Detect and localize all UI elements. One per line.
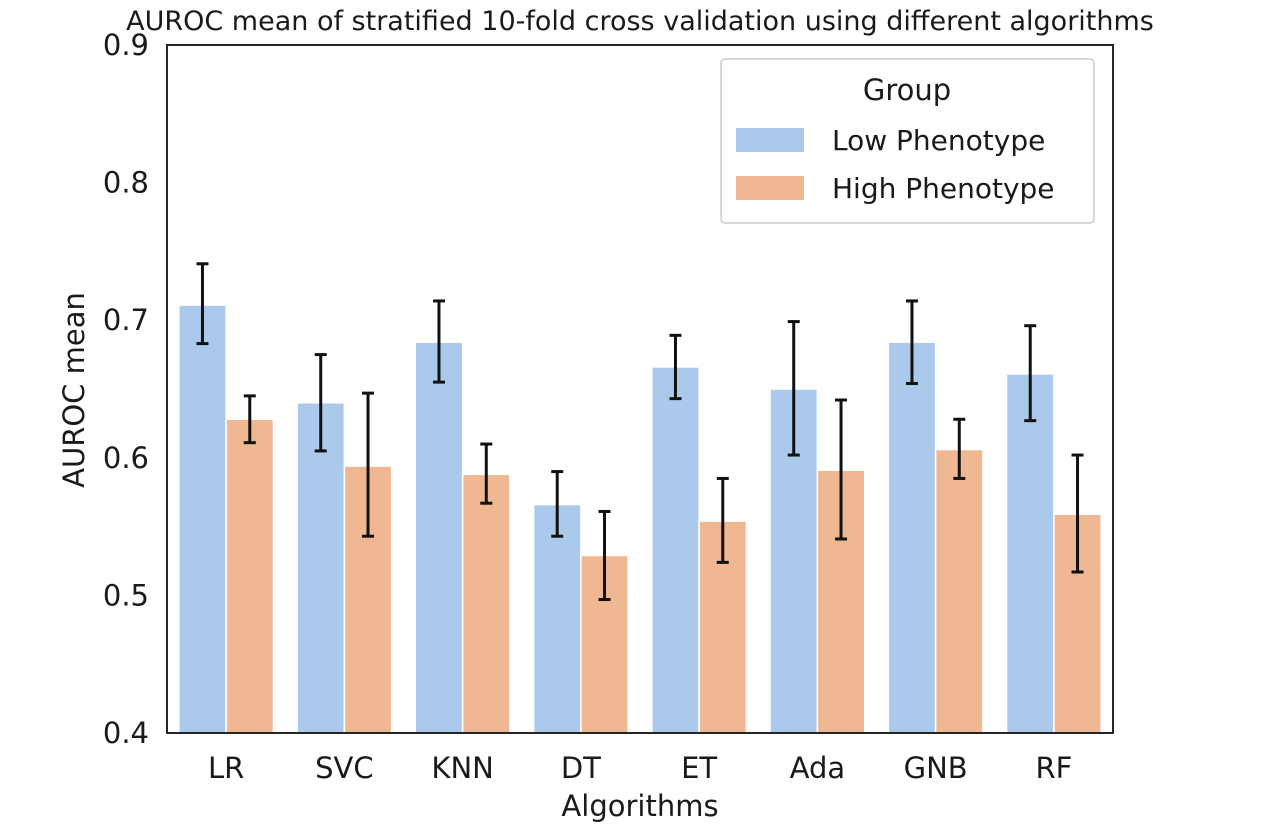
y-axis-label: AUROC mean: [57, 292, 91, 488]
error-bar-ada-series-2: [835, 398, 848, 541]
y-tick-label: 0.8: [103, 166, 149, 200]
legend-title: Group: [863, 73, 951, 107]
x-tick-label-rf: RF: [1035, 751, 1072, 785]
error-bar-svc-series-2: [362, 391, 375, 538]
x-tick-label-gnb: GNB: [904, 751, 968, 785]
legend-swatch-1: [736, 128, 804, 152]
error-bar-knn-series-2: [480, 442, 493, 505]
x-tick-label-ada: Ada: [790, 751, 846, 785]
x-tick-label-knn: KNN: [431, 751, 493, 785]
error-bar-rf-series-1: [1024, 324, 1037, 423]
y-tick-label: 0.7: [103, 303, 149, 337]
bar-rf-series-1: [1005, 373, 1055, 734]
x-tick-label-dt: DT: [561, 751, 601, 785]
legend-swatch-2: [736, 176, 804, 200]
error-bar-et-series-1: [669, 333, 682, 401]
x-tick-label-et: ET: [681, 751, 717, 785]
error-bar-lr-series-2: [243, 394, 256, 445]
chart-title: AUROC mean of stratified 10-fold cross v…: [126, 6, 1154, 37]
bar-gnb-series-1: [887, 341, 937, 734]
x-tick-label-lr: LR: [208, 751, 244, 785]
error-bar-rf-series-2: [1071, 453, 1084, 574]
error-bar-svc-series-1: [314, 353, 327, 453]
error-bar-gnb-series-1: [905, 299, 918, 385]
error-bar-dt-series-2: [598, 509, 611, 602]
legend: Group Low Phenotype High Phenotype: [720, 58, 1095, 224]
legend-frame: [720, 58, 1095, 224]
error-bar-ada-series-1: [787, 320, 800, 457]
error-bar-dt-series-1: [551, 470, 564, 538]
bar-gnb-series-2: [934, 448, 984, 734]
error-bar-gnb-series-2: [953, 417, 966, 480]
legend-label-1: Low Phenotype: [832, 124, 1045, 157]
bar-et-series-1: [651, 366, 700, 734]
x-axis-label: Algorithms: [561, 789, 718, 823]
bar-dt-series-1: [532, 503, 582, 734]
plot-area: 0.4 0.5 0.6 0.7 0.8 0.9 LR SVC KNN DT ET Ada GNB RF: [103, 28, 1114, 785]
y-tick-label: 0.5: [103, 578, 149, 612]
bar-svc-series-1: [296, 402, 346, 734]
error-bar-lr-series-1: [196, 262, 209, 346]
plot-frame: [166, 44, 1114, 734]
bar-lr-series-2: [225, 418, 275, 734]
bar-knn-series-2: [461, 473, 511, 734]
y-tick-label: 0.6: [103, 441, 149, 475]
bar-lr-series-1: [178, 304, 227, 734]
y-tick-label: 0.4: [103, 716, 149, 750]
error-bar-et-series-2: [716, 476, 729, 564]
x-tick-label-svc: SVC: [315, 751, 374, 785]
bar-knn-series-1: [414, 341, 464, 734]
legend-label-2: High Phenotype: [832, 172, 1055, 205]
error-bar-knn-series-1: [432, 299, 445, 384]
y-tick-label: 0.9: [103, 28, 149, 62]
